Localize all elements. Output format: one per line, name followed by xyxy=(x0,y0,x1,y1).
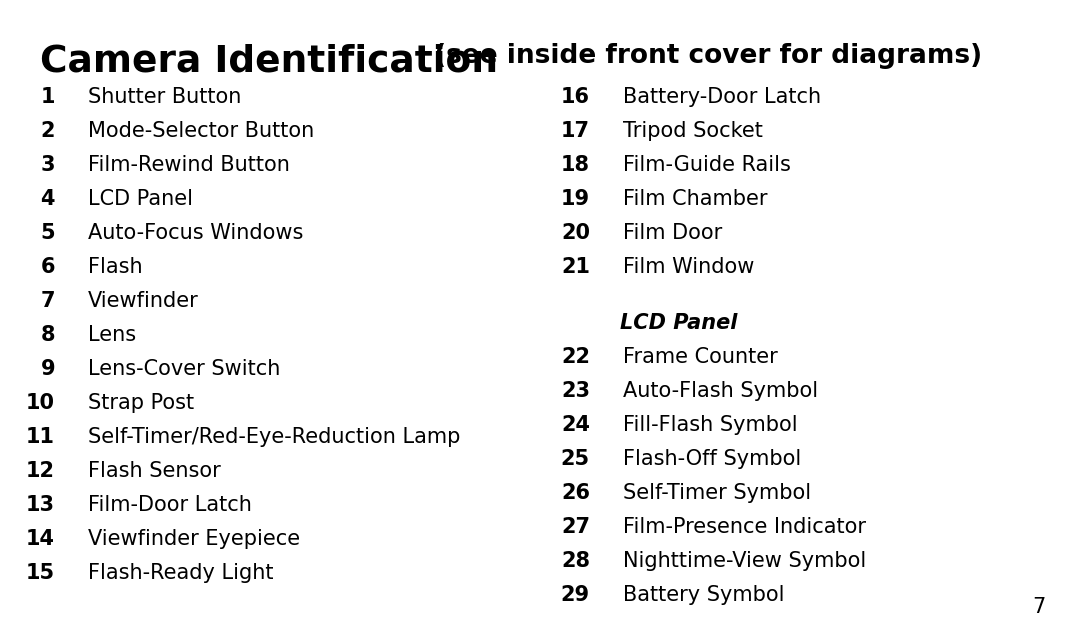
Text: 15: 15 xyxy=(26,563,55,583)
Text: Battery-Door Latch: Battery-Door Latch xyxy=(623,87,821,107)
Text: Flash Sensor: Flash Sensor xyxy=(87,461,220,481)
Text: Mode-Selector Button: Mode-Selector Button xyxy=(87,121,314,141)
Text: 14: 14 xyxy=(26,529,55,549)
Text: 8: 8 xyxy=(41,325,55,345)
Text: LCD Panel: LCD Panel xyxy=(620,313,738,333)
Text: Lens: Lens xyxy=(87,325,136,345)
Text: Nighttime-View Symbol: Nighttime-View Symbol xyxy=(623,551,866,571)
Text: Film-Rewind Button: Film-Rewind Button xyxy=(87,155,289,175)
Text: Self-Timer Symbol: Self-Timer Symbol xyxy=(623,483,811,503)
Text: Film-Door Latch: Film-Door Latch xyxy=(87,495,252,515)
Text: 2: 2 xyxy=(41,121,55,141)
Text: 12: 12 xyxy=(26,461,55,481)
Text: 17: 17 xyxy=(561,121,590,141)
Text: 25: 25 xyxy=(561,449,590,469)
Text: (see inside front cover for diagrams): (see inside front cover for diagrams) xyxy=(426,43,982,69)
Text: 19: 19 xyxy=(561,189,590,209)
Text: Film-Presence Indicator: Film-Presence Indicator xyxy=(623,517,866,537)
Text: Shutter Button: Shutter Button xyxy=(87,87,241,107)
Text: Flash-Off Symbol: Flash-Off Symbol xyxy=(623,449,801,469)
Text: Self-Timer/Red-Eye-Reduction Lamp: Self-Timer/Red-Eye-Reduction Lamp xyxy=(87,427,460,447)
Text: 29: 29 xyxy=(561,585,590,605)
Text: 11: 11 xyxy=(26,427,55,447)
Text: 3: 3 xyxy=(41,155,55,175)
Text: 18: 18 xyxy=(561,155,590,175)
Text: 10: 10 xyxy=(26,393,55,413)
Text: Flash: Flash xyxy=(87,257,143,277)
Text: Frame Counter: Frame Counter xyxy=(623,347,778,367)
Text: 27: 27 xyxy=(561,517,590,537)
Text: Lens-Cover Switch: Lens-Cover Switch xyxy=(87,359,281,379)
Text: Tripod Socket: Tripod Socket xyxy=(623,121,762,141)
Text: 7: 7 xyxy=(1031,597,1045,617)
Text: 16: 16 xyxy=(561,87,590,107)
Text: Flash-Ready Light: Flash-Ready Light xyxy=(87,563,273,583)
Text: Viewfinder Eyepiece: Viewfinder Eyepiece xyxy=(87,529,300,549)
Text: Camera Identification: Camera Identification xyxy=(40,43,498,79)
Text: Auto-Focus Windows: Auto-Focus Windows xyxy=(87,223,303,243)
Text: 9: 9 xyxy=(40,359,55,379)
Text: 6: 6 xyxy=(41,257,55,277)
Text: 28: 28 xyxy=(561,551,590,571)
Text: 22: 22 xyxy=(561,347,590,367)
Text: Film Door: Film Door xyxy=(623,223,723,243)
Text: 21: 21 xyxy=(561,257,590,277)
Text: Fill-Flash Symbol: Fill-Flash Symbol xyxy=(623,415,798,435)
Text: Film-Guide Rails: Film-Guide Rails xyxy=(623,155,791,175)
Text: 26: 26 xyxy=(561,483,590,503)
Text: 1: 1 xyxy=(41,87,55,107)
Text: LCD Panel: LCD Panel xyxy=(87,189,193,209)
Text: 7: 7 xyxy=(41,291,55,311)
Text: 20: 20 xyxy=(561,223,590,243)
Text: Film Window: Film Window xyxy=(623,257,754,277)
Text: Battery Symbol: Battery Symbol xyxy=(623,585,784,605)
Text: 24: 24 xyxy=(561,415,590,435)
Text: 5: 5 xyxy=(40,223,55,243)
Text: 13: 13 xyxy=(26,495,55,515)
Text: Film Chamber: Film Chamber xyxy=(623,189,768,209)
Text: Strap Post: Strap Post xyxy=(87,393,194,413)
Text: Auto-Flash Symbol: Auto-Flash Symbol xyxy=(623,381,819,401)
Text: 4: 4 xyxy=(41,189,55,209)
Text: Viewfinder: Viewfinder xyxy=(87,291,199,311)
Text: 23: 23 xyxy=(561,381,590,401)
